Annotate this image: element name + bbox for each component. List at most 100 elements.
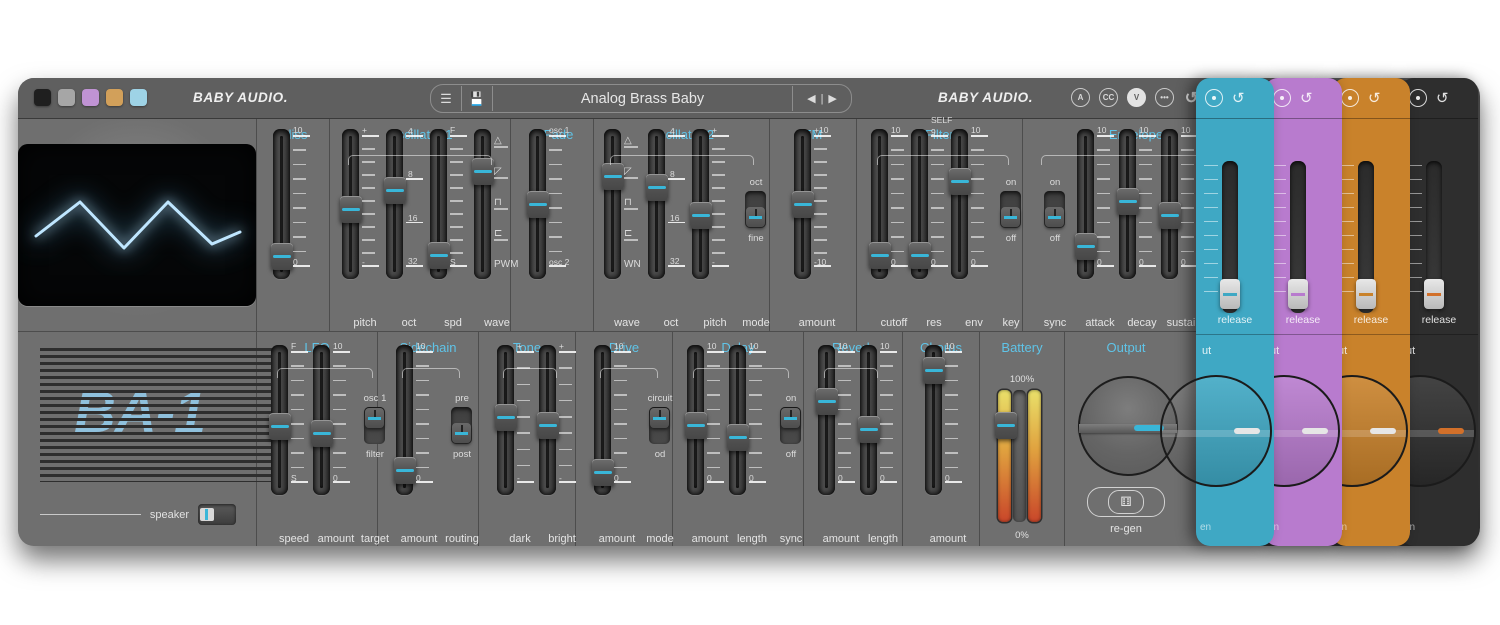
- osc2-oct-track[interactable]: [645, 129, 668, 279]
- lfo-speed-handle[interactable]: [268, 413, 291, 441]
- fm-amount[interactable]: +10 -10 amount: [791, 125, 840, 329]
- gliss-amount[interactable]: 10 0: [270, 125, 319, 305]
- switch-thumb[interactable]: [781, 408, 800, 428]
- filter-env[interactable]: 10 0 env: [948, 125, 997, 329]
- drive-mode-switch[interactable]: [649, 407, 670, 444]
- filter-cutoff[interactable]: 10 0 cutoff: [868, 125, 917, 329]
- preset-nav[interactable]: ◀ | ▶: [792, 86, 851, 111]
- filter-res-track[interactable]: [908, 129, 931, 279]
- osc1-pitch[interactable]: + - pitch: [339, 125, 388, 329]
- slider-handle[interactable]: [1356, 279, 1376, 309]
- fm-amount-track[interactable]: [791, 129, 814, 279]
- record-icon[interactable]: [1273, 89, 1291, 107]
- floppy-disk-icon[interactable]: 💾: [462, 86, 493, 111]
- version-icon[interactable]: V: [1127, 88, 1146, 107]
- osc1-pitch-track[interactable]: [339, 129, 362, 279]
- xfade-mix-track[interactable]: [526, 129, 549, 279]
- lfo-amount[interactable]: 10 0 amount: [310, 341, 359, 545]
- reverb-amount-handle[interactable]: [815, 388, 838, 416]
- delay-sync-switch[interactable]: [780, 407, 801, 444]
- cc-midi-icon[interactable]: CC: [1099, 88, 1118, 107]
- filter-key[interactable]: on off key: [991, 129, 1031, 329]
- env-decay[interactable]: 10 0 decay: [1116, 125, 1165, 329]
- theme-swatch-orange[interactable]: [106, 89, 123, 106]
- delay-length-track[interactable]: [726, 345, 749, 495]
- reverb-amount-track[interactable]: [815, 345, 838, 495]
- switch-thumb[interactable]: [650, 408, 669, 428]
- undo-icon[interactable]: ↺: [1300, 89, 1313, 107]
- env-decay-handle[interactable]: [1116, 188, 1139, 216]
- osc2-pitch-handle[interactable]: [689, 202, 712, 229]
- skin-purple-icons[interactable]: ↺: [1273, 89, 1313, 107]
- filter-res-handle[interactable]: [908, 242, 931, 270]
- tone-bright[interactable]: + - bright: [536, 341, 585, 545]
- env-sync-switch[interactable]: [1044, 191, 1065, 228]
- tone-bright-track[interactable]: [536, 345, 559, 495]
- filter-env-track[interactable]: [948, 129, 971, 279]
- env-decay-track[interactable]: [1116, 129, 1139, 279]
- more-icon[interactable]: •••: [1155, 88, 1174, 107]
- osc1-wave-track[interactable]: [471, 129, 494, 279]
- env-sync[interactable]: on off sync: [1035, 129, 1075, 329]
- undo-icon[interactable]: ↺: [1232, 89, 1245, 107]
- chorus-amount-track[interactable]: [922, 345, 945, 495]
- slider-handle[interactable]: [1424, 279, 1444, 309]
- tone-dark-handle[interactable]: [494, 404, 517, 432]
- tone-dark-track[interactable]: [494, 345, 517, 495]
- osc1-oct[interactable]: 4 8 16 32 oct: [383, 126, 432, 329]
- reverb-amount[interactable]: 10 0 amount: [815, 341, 864, 545]
- tone-bright-handle[interactable]: [536, 412, 559, 440]
- osc1-oct-handle[interactable]: [383, 176, 406, 204]
- tone-dark[interactable]: + - dark: [494, 341, 543, 545]
- env-sustain-track[interactable]: [1158, 129, 1181, 279]
- drive-mode[interactable]: circuit od mode: [640, 345, 680, 545]
- osc2-oct[interactable]: 4 8 16 32 oct: [645, 126, 694, 329]
- speaker-toggle[interactable]: [198, 504, 236, 525]
- switch-thumb[interactable]: [746, 207, 765, 227]
- skin-teal[interactable]: ↺ release ut en: [1160, 78, 1274, 546]
- reverb-length-handle[interactable]: [857, 415, 880, 443]
- theme-swatch-dark[interactable]: [34, 89, 51, 106]
- filter-key-switch[interactable]: [1000, 191, 1021, 228]
- filter-cutoff-handle[interactable]: [868, 242, 891, 270]
- skin-dark-icons[interactable]: ↺: [1409, 89, 1449, 107]
- filter-res[interactable]: SELF 9 0 res: [908, 115, 957, 329]
- osc2-wave-handle[interactable]: [601, 162, 624, 190]
- record-icon[interactable]: [1205, 89, 1223, 107]
- drive-amount-track[interactable]: [591, 345, 614, 495]
- lfo-speed-track[interactable]: [268, 345, 291, 495]
- lfo-target[interactable]: osc 1 filter target: [355, 345, 395, 545]
- osc1-wave-handle[interactable]: [471, 158, 494, 186]
- sidechain-routing[interactable]: pre post routing: [442, 345, 482, 545]
- osc2-wave-track[interactable]: [601, 129, 624, 279]
- gliss-amount-track[interactable]: [270, 129, 293, 279]
- preset-browser[interactable]: ☰ 💾 Analog Brass Baby ◀ | ▶: [430, 84, 852, 113]
- xfade-mix-handle[interactable]: [526, 190, 549, 218]
- sidechain-amount-track[interactable]: [393, 345, 416, 495]
- osc1-spd-track[interactable]: [427, 129, 450, 279]
- gliss-amount-handle[interactable]: [270, 243, 293, 271]
- reverb-length[interactable]: 10 0 length: [857, 341, 906, 545]
- delay-length[interactable]: 10 0 length: [726, 341, 775, 545]
- preset-name[interactable]: Analog Brass Baby: [580, 90, 705, 107]
- undo-icon[interactable]: ↺: [1436, 89, 1449, 107]
- drive-amount-handle[interactable]: [591, 459, 614, 487]
- automation-icon[interactable]: A: [1071, 88, 1090, 107]
- slider-handle[interactable]: [1220, 279, 1240, 309]
- theme-swatch-gray[interactable]: [58, 89, 75, 106]
- reverb-length-track[interactable]: [857, 345, 880, 495]
- hamburger-icon[interactable]: ☰: [431, 86, 462, 111]
- chorus-amount-handle[interactable]: [922, 357, 945, 385]
- delay-amount-handle[interactable]: [684, 412, 707, 440]
- env-attack-track[interactable]: [1074, 129, 1097, 279]
- preset-next-button[interactable]: ▶: [828, 93, 837, 105]
- osc2-oct-handle[interactable]: [645, 174, 668, 202]
- lfo-target-switch[interactable]: [364, 407, 385, 444]
- lfo-amount-track[interactable]: [310, 345, 333, 495]
- osc1-oct-track[interactable]: [383, 129, 406, 279]
- switch-thumb[interactable]: [1001, 207, 1020, 227]
- skin-purple-release-slider[interactable]: [1288, 161, 1308, 313]
